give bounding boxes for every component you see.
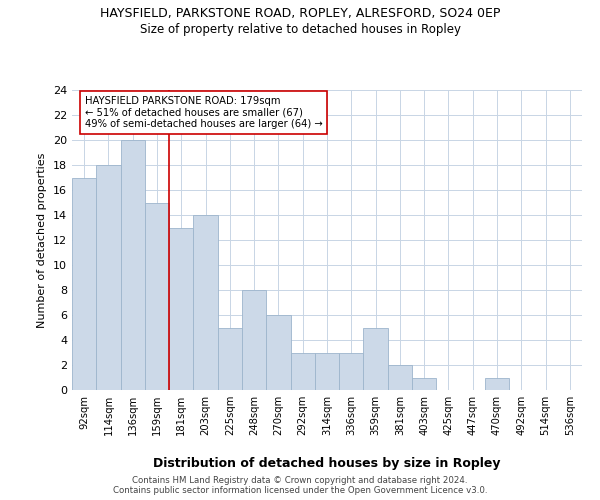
Bar [121,140,145,390]
Bar [290,352,315,390]
Bar [339,352,364,390]
Bar [266,315,290,390]
Bar [145,202,169,390]
Bar [412,378,436,390]
Text: Distribution of detached houses by size in Ropley: Distribution of detached houses by size … [153,458,501,470]
Text: Contains HM Land Registry data © Crown copyright and database right 2024.
Contai: Contains HM Land Registry data © Crown c… [113,476,487,495]
Text: HAYSFIELD, PARKSTONE ROAD, ROPLEY, ALRESFORD, SO24 0EP: HAYSFIELD, PARKSTONE ROAD, ROPLEY, ALRES… [100,8,500,20]
Bar [242,290,266,390]
Bar [485,378,509,390]
Bar [364,328,388,390]
Bar [315,352,339,390]
Y-axis label: Number of detached properties: Number of detached properties [37,152,47,328]
Bar [72,178,96,390]
Bar [169,228,193,390]
Bar [388,365,412,390]
Text: Size of property relative to detached houses in Ropley: Size of property relative to detached ho… [139,22,461,36]
Text: HAYSFIELD PARKSTONE ROAD: 179sqm
← 51% of detached houses are smaller (67)
49% o: HAYSFIELD PARKSTONE ROAD: 179sqm ← 51% o… [85,96,322,130]
Bar [193,215,218,390]
Bar [96,165,121,390]
Bar [218,328,242,390]
